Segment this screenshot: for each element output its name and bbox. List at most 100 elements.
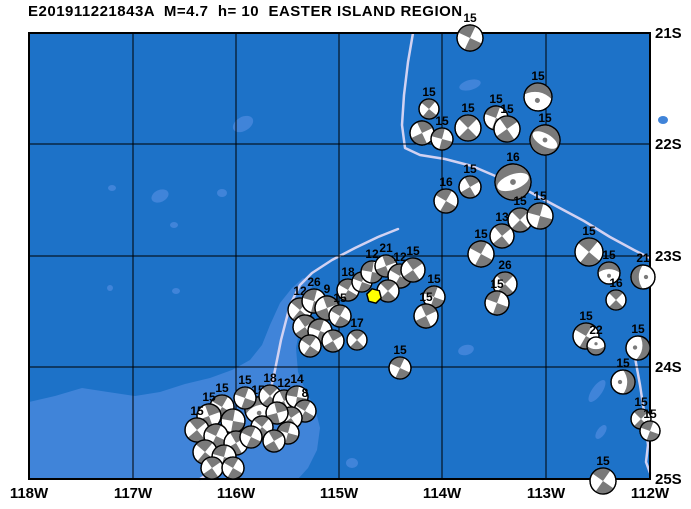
beachball-axis-dot bbox=[617, 379, 623, 385]
beachball-quad bbox=[492, 271, 518, 297]
beachball-quad bbox=[262, 429, 286, 453]
beachball-quad bbox=[458, 175, 482, 199]
shallow-patch bbox=[346, 458, 358, 468]
beachball-quad bbox=[239, 425, 263, 449]
beachball-outline bbox=[262, 429, 286, 453]
beachball-depth-label: 14 bbox=[290, 372, 304, 386]
beachball-depth-label: 16 bbox=[439, 175, 453, 189]
beachball-compression-cap bbox=[623, 370, 635, 394]
beachball-quad bbox=[456, 24, 484, 52]
beachball-quad bbox=[467, 240, 495, 268]
beachball-depth-label: 15 bbox=[643, 407, 657, 421]
beachball-quad bbox=[221, 456, 245, 480]
beachball-quad bbox=[409, 120, 435, 146]
beachball-axis-dot bbox=[643, 274, 649, 280]
beachball-depth-label: 26 bbox=[307, 275, 321, 289]
beachball-depth-label: 21 bbox=[379, 241, 393, 255]
beachball-compression-cap bbox=[598, 262, 620, 273]
beachball-depth-label: 26 bbox=[498, 258, 512, 272]
beachball-axis-dot bbox=[542, 137, 548, 143]
beachball-outline bbox=[233, 386, 257, 410]
shallow-patch bbox=[107, 285, 113, 291]
beachball-depth-label: 15 bbox=[631, 322, 645, 336]
beachball-quad bbox=[574, 237, 604, 267]
beachball-depth-label: 16 bbox=[609, 276, 623, 290]
beachball-quad bbox=[200, 456, 224, 480]
beachball-quad bbox=[328, 304, 352, 328]
beachball-outline bbox=[418, 98, 440, 120]
beachball-depth-label: 12 bbox=[393, 250, 407, 264]
event-epicenter-marker bbox=[365, 287, 383, 305]
lat-label: 22S bbox=[655, 136, 682, 153]
beachball-depth-label: 15 bbox=[616, 356, 630, 370]
beachball-compression-quadrants bbox=[295, 400, 315, 422]
shallow-patch bbox=[459, 79, 481, 91]
beachball-compression-quadrants bbox=[431, 128, 453, 150]
beachball-depth-label: 15 bbox=[406, 244, 420, 258]
beachball-depth-label: 15 bbox=[461, 101, 475, 115]
beachball-depth-label: 15 bbox=[333, 291, 347, 305]
beachball-compression-quadrants bbox=[496, 116, 518, 142]
shallow-patch bbox=[108, 185, 116, 191]
beachball-depth-label: 9 bbox=[324, 282, 331, 296]
beachball-compression-quadrants bbox=[380, 280, 396, 302]
beachball-quad bbox=[298, 334, 322, 358]
beachball-compression-cap bbox=[587, 346, 605, 355]
lat-label: 25S bbox=[655, 471, 682, 488]
beachball-outline bbox=[467, 240, 495, 268]
beachball-depth-label: 15 bbox=[602, 248, 616, 262]
beachball-depth-label: 8 bbox=[302, 386, 309, 400]
shallow-patch bbox=[172, 288, 180, 294]
beachball-compression-quadrants bbox=[640, 421, 660, 441]
beachball-compression-quadrants bbox=[485, 291, 509, 315]
beachball-compression-quadrants bbox=[458, 25, 482, 51]
beachball-depth-label: 15 bbox=[463, 11, 477, 25]
beachball-depth-label: 18 bbox=[263, 371, 277, 385]
beachball-depth-label: 15 bbox=[533, 189, 547, 203]
beachball-compression-quadrants bbox=[221, 409, 245, 433]
beachball-depth-label: 15 bbox=[419, 290, 433, 304]
beachball-quad bbox=[526, 202, 554, 230]
beachball-compression-quadrants bbox=[202, 457, 222, 479]
beachball-depth-label: 18 bbox=[341, 265, 355, 279]
beachball-quad bbox=[589, 467, 617, 495]
beachball-compression-quadrants bbox=[458, 115, 478, 141]
beachball-compression-quadrants bbox=[527, 203, 553, 229]
beachball-outline bbox=[484, 290, 510, 316]
beachball-compression-quadrants bbox=[187, 418, 207, 442]
beachball-outline bbox=[456, 24, 484, 52]
beachball-outline bbox=[597, 261, 621, 285]
beachball-outline bbox=[430, 127, 454, 151]
beachball-depth-label: 15 bbox=[238, 373, 252, 387]
beachball-dot bbox=[523, 82, 553, 112]
beachball-quad bbox=[233, 386, 257, 410]
beachball-outline bbox=[265, 401, 289, 425]
beachball-outline bbox=[605, 289, 627, 311]
lon-label: 116W bbox=[217, 485, 256, 502]
beachball-quad bbox=[418, 98, 440, 120]
beachball-outline bbox=[409, 120, 435, 146]
beachball-compression-quadrants bbox=[578, 238, 600, 266]
lat-label: 21S bbox=[655, 25, 682, 42]
beachball-axis-dot bbox=[534, 97, 540, 103]
beachball-compression-cap bbox=[524, 83, 552, 100]
beachball-outline bbox=[586, 336, 606, 356]
beachball-compression-quadrants bbox=[423, 286, 445, 308]
beachball-quad bbox=[484, 290, 510, 316]
beachball-outline bbox=[493, 115, 521, 143]
beachball-compression-quadrants bbox=[295, 315, 315, 339]
beachball-compression-quadrants bbox=[390, 357, 410, 379]
beachball-quad bbox=[346, 329, 368, 351]
beachball-outline bbox=[321, 329, 345, 353]
beachball-compression-quadrants bbox=[511, 208, 529, 232]
beachball-compression-quadrants bbox=[608, 290, 624, 310]
beachball-quad bbox=[376, 279, 400, 303]
lon-label: 114W bbox=[423, 485, 462, 502]
beachball-depth-label: 15 bbox=[393, 343, 407, 357]
beachball-axis-dot bbox=[607, 273, 611, 278]
beachball-compression-quadrants bbox=[403, 258, 423, 282]
beachball-outline bbox=[239, 425, 263, 449]
beachball-depth-label: 17 bbox=[350, 316, 364, 330]
